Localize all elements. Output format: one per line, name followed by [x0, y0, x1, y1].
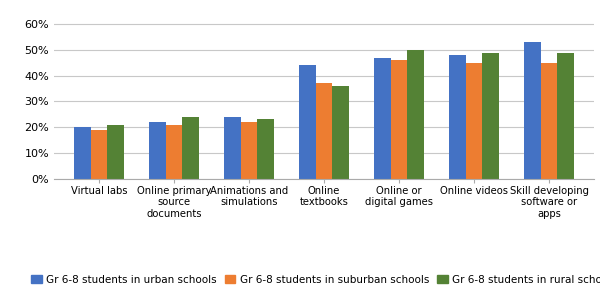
Bar — [107, 125, 124, 179]
Bar — [166, 125, 182, 179]
Bar — [391, 60, 407, 179]
Bar — [91, 130, 107, 179]
Bar — [224, 117, 241, 179]
Bar — [316, 84, 332, 179]
Legend: Gr 6-8 students in urban schools, Gr 6-8 students in suburban schools, Gr 6-8 st: Gr 6-8 students in urban schools, Gr 6-8… — [27, 271, 600, 288]
Bar — [374, 58, 391, 179]
Bar — [407, 50, 424, 179]
Bar — [257, 120, 274, 179]
Bar — [524, 42, 541, 179]
Bar — [541, 63, 557, 179]
Bar — [557, 53, 574, 179]
Bar — [299, 65, 316, 179]
Bar — [449, 55, 466, 179]
Bar — [466, 63, 482, 179]
Bar — [241, 122, 257, 179]
Bar — [74, 127, 91, 179]
Bar — [482, 53, 499, 179]
Bar — [182, 117, 199, 179]
Bar — [149, 122, 166, 179]
Bar — [332, 86, 349, 179]
